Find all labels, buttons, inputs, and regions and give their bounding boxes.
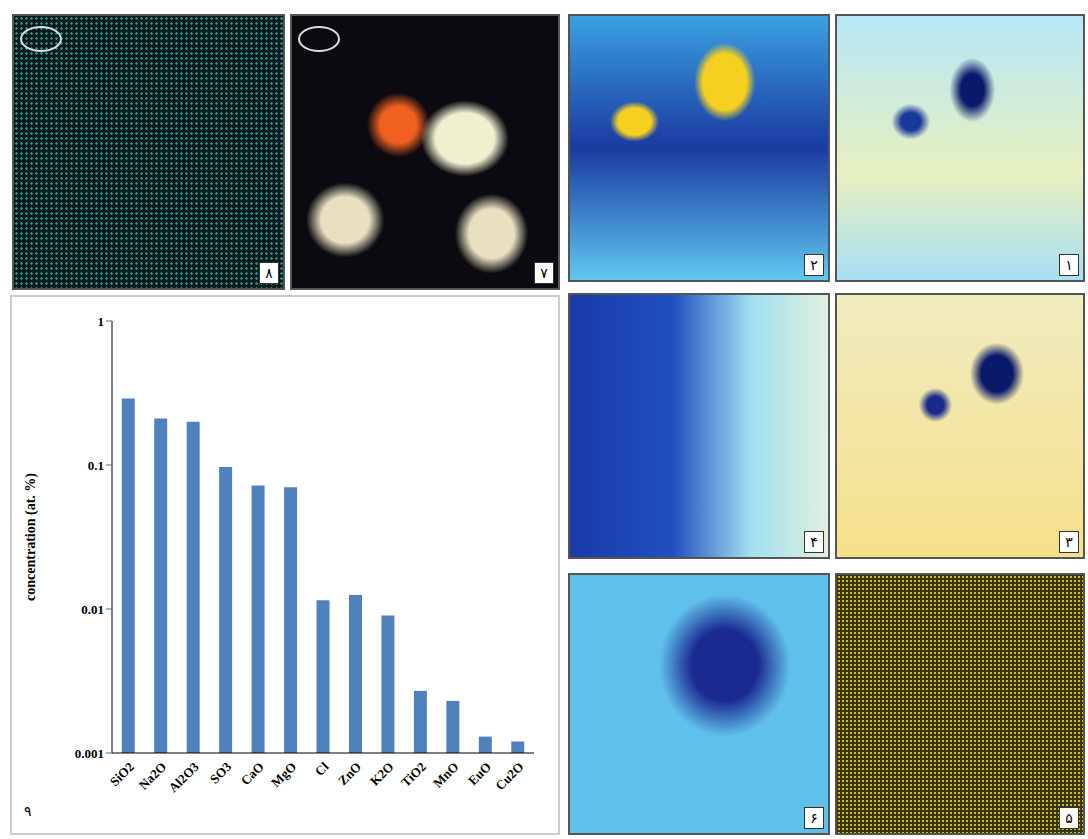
html-text:۳: ۳ xyxy=(1065,534,1073,550)
html-text:۹: ۹ xyxy=(24,803,32,819)
svg-text:0.1: 0.1 xyxy=(88,458,104,473)
svg-text:MgO: MgO xyxy=(268,759,299,790)
html-text:۱: ۱ xyxy=(1065,257,1073,273)
svg-text:EuO: EuO xyxy=(465,759,494,788)
html-text:۶: ۶ xyxy=(810,810,818,826)
svg-text:0.01: 0.01 xyxy=(81,602,104,617)
svg-text:SiO2: SiO2 xyxy=(107,759,137,789)
svg-text:CaO: CaO xyxy=(238,759,267,788)
svg-text:Cu2O: Cu2O xyxy=(492,759,526,793)
svg-text:1: 1 xyxy=(98,314,105,329)
svg-text:K2O: K2O xyxy=(367,759,397,789)
html-text:۵: ۵ xyxy=(1065,810,1073,826)
html-text:۲: ۲ xyxy=(810,257,818,273)
svg-text:ZnO: ZnO xyxy=(335,759,364,788)
svg-text:concentration (at. %): concentration (at. %) xyxy=(23,473,39,601)
svg-text:Cl: Cl xyxy=(312,759,332,779)
svg-text:Na2O: Na2O xyxy=(136,759,170,793)
html-text:۴: ۴ xyxy=(810,534,818,550)
html-text:۷: ۷ xyxy=(540,265,548,281)
svg-text:Al2O3: Al2O3 xyxy=(166,759,202,795)
html-text:۸: ۸ xyxy=(265,265,273,281)
svg-text:MnO: MnO xyxy=(430,759,462,791)
svg-text:TiO2: TiO2 xyxy=(398,759,429,790)
svg-text:0.001: 0.001 xyxy=(75,746,104,761)
svg-text:SO3: SO3 xyxy=(207,759,235,787)
